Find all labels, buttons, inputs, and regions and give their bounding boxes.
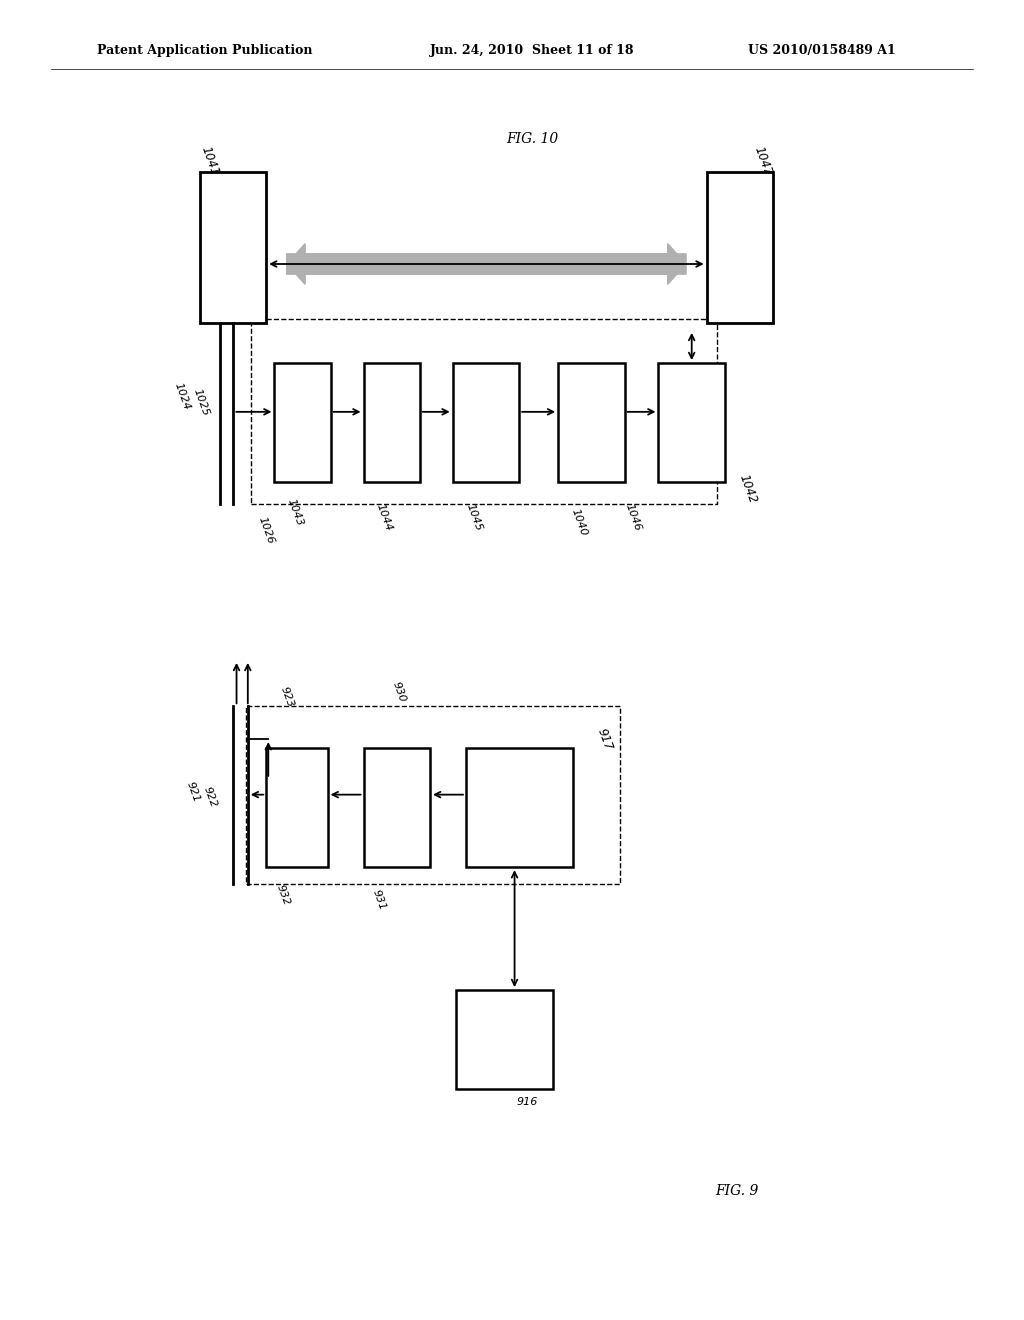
Bar bbox=[707, 172, 773, 323]
Text: 1047: 1047 bbox=[752, 145, 774, 177]
Text: 917: 917 bbox=[594, 726, 614, 752]
Text: 1044: 1044 bbox=[375, 503, 393, 532]
Bar bbox=[274, 363, 331, 482]
Bar bbox=[466, 748, 573, 867]
Text: 1042: 1042 bbox=[736, 473, 759, 504]
Text: 1040: 1040 bbox=[570, 508, 589, 537]
Text: Patent Application Publication: Patent Application Publication bbox=[97, 44, 312, 57]
Text: 1043: 1043 bbox=[286, 498, 304, 527]
Text: Jun. 24, 2010  Sheet 11 of 18: Jun. 24, 2010 Sheet 11 of 18 bbox=[430, 44, 635, 57]
Text: 932: 932 bbox=[274, 883, 291, 907]
Text: FIG. 10: FIG. 10 bbox=[506, 132, 559, 145]
Text: 931: 931 bbox=[371, 888, 387, 912]
Text: US 2010/0158489 A1: US 2010/0158489 A1 bbox=[748, 44, 895, 57]
Text: 923: 923 bbox=[279, 685, 295, 709]
Text: 1046: 1046 bbox=[624, 503, 642, 532]
Text: 922: 922 bbox=[202, 785, 218, 809]
FancyArrow shape bbox=[287, 244, 686, 284]
Bar bbox=[364, 748, 430, 867]
Text: FIG. 9: FIG. 9 bbox=[716, 1184, 759, 1197]
Bar bbox=[200, 172, 266, 323]
Text: 1025: 1025 bbox=[191, 388, 210, 417]
Bar bbox=[658, 363, 725, 482]
Text: 1041: 1041 bbox=[199, 145, 221, 177]
Text: 1045: 1045 bbox=[465, 503, 483, 532]
Text: 930: 930 bbox=[391, 680, 408, 704]
Bar bbox=[251, 319, 717, 504]
Bar bbox=[266, 748, 328, 867]
Text: 1026: 1026 bbox=[257, 516, 275, 545]
FancyArrow shape bbox=[287, 244, 686, 284]
Text: 916: 916 bbox=[517, 1097, 538, 1107]
Bar bbox=[453, 363, 519, 482]
Bar bbox=[364, 363, 420, 482]
Text: 921: 921 bbox=[184, 780, 201, 804]
Bar bbox=[456, 990, 553, 1089]
Bar bbox=[558, 363, 625, 482]
Text: 1024: 1024 bbox=[173, 381, 191, 411]
Bar bbox=[246, 706, 620, 884]
